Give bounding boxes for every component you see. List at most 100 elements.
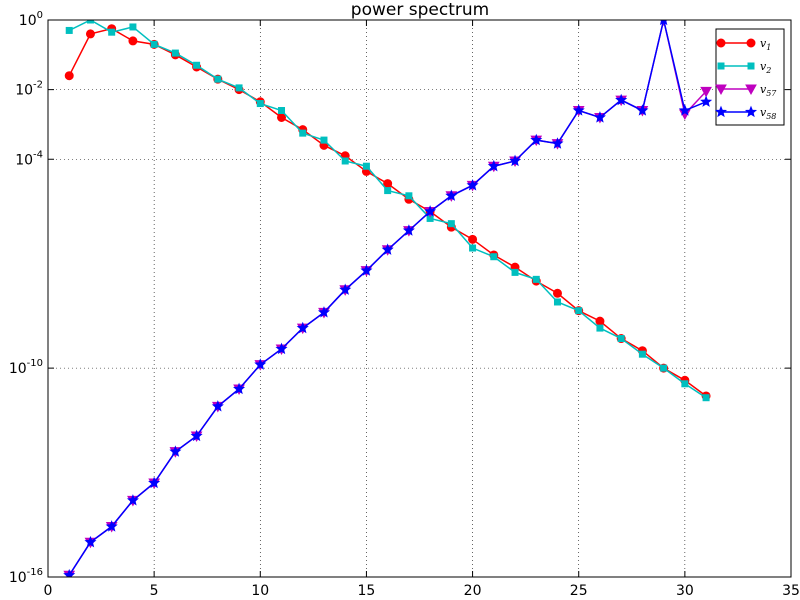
legend-label-name: v: [760, 60, 767, 73]
series-v2-point: [469, 244, 477, 252]
legend-label-name: v: [760, 106, 767, 119]
series-v58-point: [275, 342, 288, 355]
y-tick-label: 10-10: [9, 358, 43, 377]
series-v2-point: [256, 100, 264, 108]
series-v2-point: [511, 268, 519, 276]
grid-layer: [48, 20, 791, 577]
y-tick-exponent: -4: [33, 149, 43, 160]
series-v2-point: [405, 192, 413, 200]
legend-label-name: v: [760, 83, 767, 96]
series-v58: [63, 20, 713, 577]
series-v2-point: [702, 394, 710, 402]
series-v2-point: [596, 324, 604, 332]
series-v2-point: [617, 335, 625, 343]
series-v57-line: [68, 20, 707, 576]
series-v58-point: [254, 358, 267, 370]
x-tick-label: 15: [358, 583, 376, 599]
series-v2-point: [214, 75, 222, 83]
series-v57-point: [700, 86, 712, 98]
y-tick-label: 100: [19, 10, 43, 29]
y-tick-exponent: -16: [27, 567, 43, 578]
series-layer: [63, 20, 713, 577]
series-v58-point: [487, 159, 500, 172]
series-v58-point: [296, 321, 309, 334]
series-v57: [63, 20, 712, 577]
series-v1-point: [468, 234, 478, 244]
series-v58-point: [424, 205, 437, 217]
series-v58-point: [105, 520, 118, 532]
series-v58-point: [211, 400, 224, 412]
legend-marker: [746, 38, 756, 48]
series-v58-point: [360, 264, 373, 276]
y-tick-exponent: -10: [27, 358, 43, 369]
series-v2-point: [235, 84, 243, 92]
y-tick-base: 10: [15, 152, 33, 168]
series-v58-point: [233, 382, 246, 395]
series-v2-point: [341, 157, 349, 165]
legend-label-subscript: 1: [766, 43, 771, 52]
series-v2-point: [278, 107, 286, 115]
legend-label: v2: [760, 60, 771, 75]
x-tick-label: 5: [150, 583, 159, 599]
series-v58-point: [169, 445, 182, 457]
series-v58-point: [551, 137, 564, 149]
series-v58-point: [530, 133, 543, 146]
series-v2-point: [108, 28, 116, 36]
series-v2-point: [384, 187, 392, 195]
x-tick-label: 0: [44, 583, 53, 599]
series-v2-point: [193, 61, 201, 69]
legend-marker: [715, 84, 727, 96]
legend-item-v58: v58: [714, 105, 776, 121]
series-v58-point: [381, 243, 394, 255]
series-v1-point: [595, 316, 605, 326]
legend-marker: [745, 84, 757, 96]
x-tick-label: 35: [782, 583, 800, 599]
legend-marker: [716, 38, 726, 48]
legend-label-subscript: 58: [766, 112, 776, 121]
series-v2-point: [150, 40, 158, 48]
series-v2-point: [320, 136, 328, 144]
y-tick-label: 10-2: [15, 80, 43, 99]
y-tick-base: 10: [15, 83, 33, 99]
series-v2-point: [129, 23, 137, 31]
series-v58-point: [148, 476, 161, 489]
series-v58-point: [339, 283, 352, 295]
series-v1-line: [68, 27, 707, 397]
series-v2-point: [299, 129, 307, 137]
series-v58-point: [615, 93, 628, 106]
series-v1: [64, 24, 711, 401]
series-v1-point: [552, 288, 562, 298]
series-v58-point: [402, 224, 415, 236]
series-v2: [65, 20, 710, 402]
series-v2-point: [532, 275, 540, 283]
series-v2-point: [553, 298, 561, 306]
series-v58-point: [445, 189, 458, 201]
series-v2-point: [447, 220, 455, 228]
series-v2-line: [68, 20, 707, 399]
series-v58-point: [63, 568, 76, 577]
series-v58-line: [68, 20, 707, 576]
y-tick-exponent: -2: [33, 80, 43, 91]
series-v58-point: [126, 494, 139, 506]
series-v58-point: [593, 111, 606, 123]
y-tick-base: 10: [9, 570, 27, 586]
x-tick-label: 30: [676, 583, 694, 599]
series-v58-point: [190, 429, 203, 442]
legend-label: v1: [760, 37, 771, 52]
series-v1-point: [85, 29, 95, 39]
x-tick-label: 20: [464, 583, 482, 599]
series-v58-point: [466, 179, 479, 191]
series-v2-point: [171, 49, 179, 57]
legend-label: v58: [760, 106, 776, 121]
series-v2-point: [660, 364, 668, 372]
series-v2-point: [575, 307, 583, 315]
series-v2-point: [86, 20, 94, 24]
series-v58-point: [84, 535, 97, 548]
series-v58-point: [572, 104, 585, 116]
legend-item-v1: v1: [716, 37, 771, 52]
series-v58-point: [678, 104, 691, 116]
